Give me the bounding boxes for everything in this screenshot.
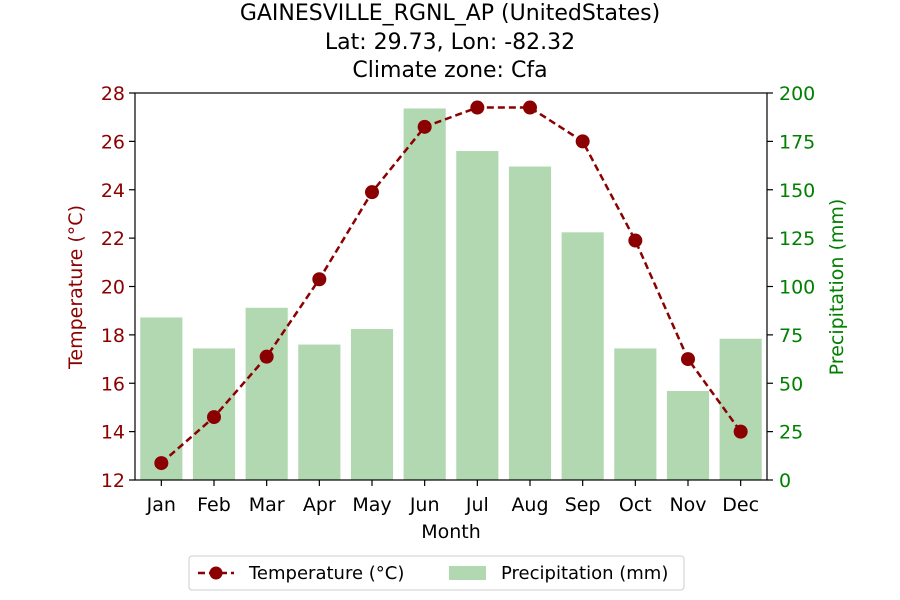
- right-tick-label: 0: [779, 470, 791, 492]
- x-tick-label-dec: Dec: [722, 494, 759, 516]
- temperature-point-may: [365, 185, 379, 200]
- x-tick-label-jan: Jan: [146, 494, 176, 516]
- precipitation-bar-aug: [508, 166, 552, 480]
- precipitation-bar-apr: [298, 344, 341, 480]
- left-tick-label: 20: [101, 277, 125, 299]
- month-axis: Jan Feb Mar Apr May Jun Jul Aug Sep Oct Nov Dec: [146, 480, 759, 516]
- left-tick-label: 12: [101, 470, 125, 492]
- right-axis-label: Precipitation (mm): [826, 199, 848, 376]
- left-tick-label: 16: [101, 373, 125, 395]
- right-tick-label: 75: [779, 325, 803, 347]
- legend-precipitation-swatch: [449, 566, 486, 580]
- precipitation-bar-mar: [245, 307, 288, 480]
- precipitation-bar-dec: [719, 338, 762, 480]
- legend-box: [188, 555, 685, 591]
- left-tick-label: 18: [101, 325, 125, 347]
- precipitation-bar-jan: [140, 317, 183, 480]
- left-axis-label: Temperature (°C): [65, 205, 87, 370]
- left-tick-label: 14: [101, 422, 125, 444]
- precipitation-bar-jun: [403, 108, 446, 480]
- precipitation-bar-nov: [666, 390, 710, 480]
- x-tick-label-sep: Sep: [565, 494, 601, 516]
- temperature-point-sep: [575, 134, 590, 149]
- temperature-point-apr: [312, 272, 327, 287]
- precipitation-axis: 0 25 50 75 100 125 150 175 200: [767, 83, 815, 492]
- precipitation-bars: [140, 108, 762, 481]
- right-tick-label: 50: [779, 373, 803, 395]
- legend-temperature-marker: [209, 566, 223, 580]
- right-tick-label: 25: [779, 422, 803, 444]
- temperature-axis: 12 14 16 18 20 22 24 26 28: [101, 83, 135, 492]
- temperature-point-jul: [470, 100, 485, 115]
- legend-temperature-label: Temperature (°C): [248, 563, 404, 584]
- right-tick-label: 175: [779, 131, 815, 153]
- temperature-point-feb: [207, 410, 221, 425]
- legend-precipitation-label: Precipitation (mm): [501, 563, 668, 584]
- legend: Temperature (°C) Precipitation (mm): [188, 555, 685, 591]
- right-tick-label: 125: [779, 228, 815, 250]
- temperature-point-jan: [154, 456, 169, 471]
- left-tick-label: 24: [101, 180, 125, 202]
- x-tick-label-nov: Nov: [669, 494, 706, 516]
- x-tick-label-may: May: [352, 494, 391, 516]
- precipitation-bar-sep: [561, 232, 604, 480]
- x-tick-label-aug: Aug: [511, 494, 548, 516]
- x-tick-label-jul: Jul: [465, 494, 489, 516]
- right-tick-label: 100: [779, 277, 815, 299]
- chart-title: GAINESVILLE_RGNL_AP (UnitedStates) Lat: …: [240, 1, 660, 83]
- x-tick-label-jun: Jun: [409, 494, 440, 516]
- temperature-series-line: [160, 106, 742, 465]
- temperature-point-mar: [259, 349, 274, 364]
- x-tick-label-mar: Mar: [249, 494, 285, 516]
- title-line-1: GAINESVILLE_RGNL_AP (UnitedStates): [240, 1, 660, 26]
- precipitation-bar-oct: [614, 348, 657, 480]
- left-tick-label: 22: [101, 228, 125, 250]
- right-tick-label: 150: [779, 180, 815, 202]
- right-tick-label: 200: [779, 83, 815, 105]
- temperature-point-aug: [523, 100, 537, 115]
- left-tick-label: 26: [101, 131, 125, 153]
- title-line-2: Lat: 29.73, Lon: -82.32: [325, 30, 575, 55]
- temperature-point-jun: [417, 119, 432, 134]
- x-tick-label-feb: Feb: [197, 494, 231, 516]
- precipitation-bar-jul: [456, 151, 499, 481]
- x-tick-label-oct: Oct: [619, 494, 652, 516]
- precipitation-bar-may: [350, 329, 394, 480]
- title-line-3: Climate zone: Cfa: [352, 58, 547, 83]
- temperature-line: [154, 100, 748, 471]
- x-tick-label-apr: Apr: [303, 494, 336, 516]
- temperature-point-oct: [628, 233, 643, 248]
- x-axis-label: Month: [421, 521, 481, 543]
- temperature-point-nov: [681, 352, 695, 367]
- left-tick-label: 28: [101, 83, 125, 105]
- temperature-point-dec: [733, 424, 748, 439]
